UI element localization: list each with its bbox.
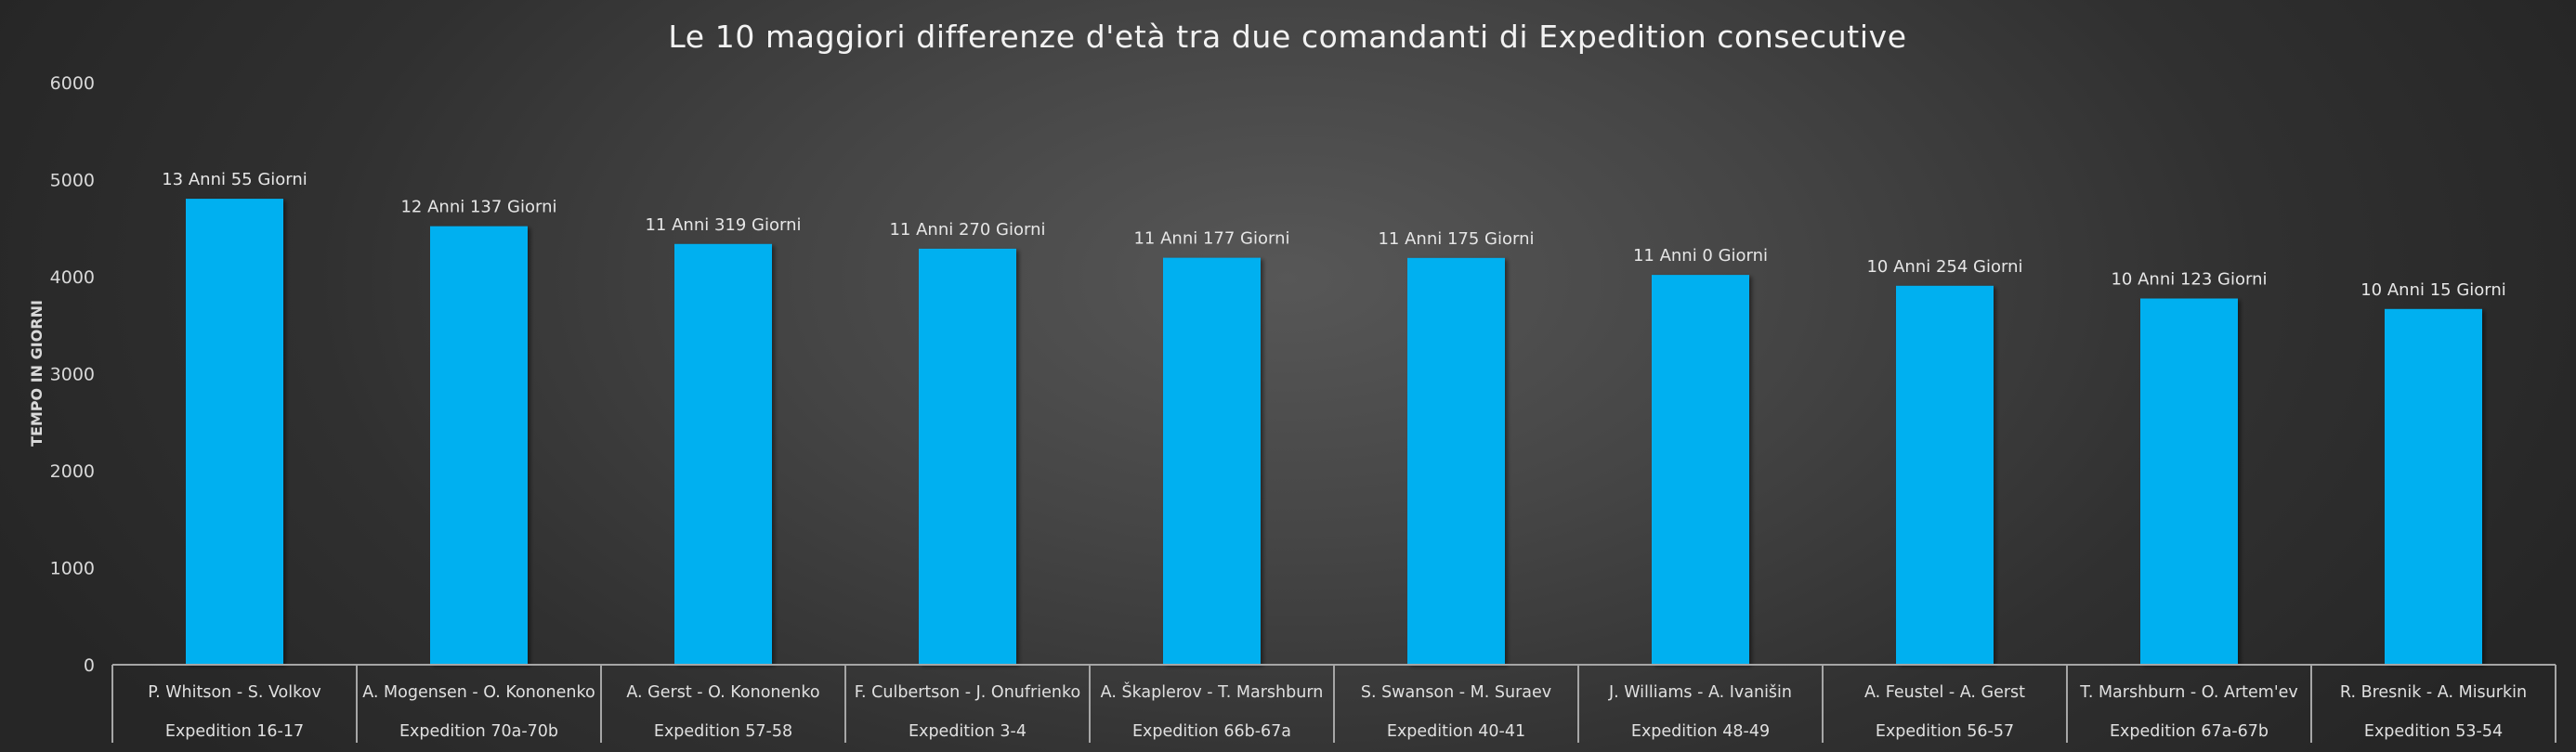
x-tick-label-expedition: Expedition 57-58 <box>654 722 792 741</box>
x-tick-label-expedition: Expedition 16-17 <box>165 722 304 741</box>
bar <box>2140 298 2238 665</box>
x-tick-label-expedition: Expedition 48-49 <box>1631 722 1770 741</box>
x-axis: P. Whitson - S. Volkov Expedition 16-17 A.… <box>111 664 2556 743</box>
data-labels: 13 Anni 55 Giorni 12 Anni 137 Giorni 11 An… <box>162 170 2506 300</box>
x-tick-label-expedition: Expedition 40-41 <box>1387 722 1525 741</box>
data-label: 11 Anni 0 Giorni <box>1633 246 1768 266</box>
x-tick-label-names: A. Mogensen - O. Kononenko <box>362 683 595 702</box>
bar <box>674 243 772 665</box>
x-tick-label-expedition: Expedition 53-54 <box>2364 722 2503 741</box>
y-tick-label: 0 <box>84 655 95 676</box>
bar <box>1163 257 1261 665</box>
x-tick-label-names: R. Bresnik - A. Misurkin <box>2340 683 2527 702</box>
x-tick-label-names: F. Culbertson - J. Onufrienko <box>855 683 1080 702</box>
y-tick-label: 2000 <box>50 461 95 482</box>
y-tick-label: 1000 <box>50 559 95 579</box>
x-tick-label-expedition: Expedition 70a-70b <box>399 722 558 741</box>
data-label: 12 Anni 137 Giorni <box>400 198 556 217</box>
x-tick-label-names: A. Feustel - A. Gerst <box>1864 683 2025 702</box>
x-tick-label-names: T. Marshburn - O. Artem'ev <box>2079 683 2298 702</box>
data-label: 11 Anni 270 Giorni <box>889 220 1045 240</box>
x-tick-label-expedition: Expedition 56-57 <box>1876 722 2014 741</box>
x-tick-label-expedition: Expedition 67a-67b <box>2110 722 2269 741</box>
data-label: 10 Anni 254 Giorni <box>1866 257 2022 277</box>
bar <box>1896 285 1994 665</box>
x-tick-label-names: S. Swanson - M. Suraev <box>1361 683 1551 702</box>
data-label: 13 Anni 55 Giorni <box>162 170 307 189</box>
chart-title: Le 10 maggiori differenze d'età tra due … <box>668 19 1906 55</box>
data-label: 10 Anni 123 Giorni <box>2111 270 2267 290</box>
data-label: 11 Anni 319 Giorni <box>645 215 801 235</box>
y-tick-label: 6000 <box>50 73 95 94</box>
x-tick-label-expedition: Expedition 66b-67a <box>1132 722 1291 741</box>
bars <box>186 199 2482 666</box>
y-tick-label: 4000 <box>50 267 95 288</box>
bar <box>1407 257 1505 665</box>
bar <box>430 226 528 665</box>
x-tick-label-names: P. Whitson - S. Volkov <box>148 683 320 702</box>
bar <box>2385 308 2482 665</box>
data-label: 10 Anni 15 Giorni <box>2360 280 2506 300</box>
x-tick-label-names: A. Gerst - O. Kononenko <box>626 683 819 702</box>
bar <box>1652 275 1749 665</box>
y-axis-title: TEMPO IN GIORNI <box>28 300 46 447</box>
x-tick-label-names: A. Škaplerov - T. Marshburn <box>1101 681 1324 702</box>
x-tick-label-names: J. Williams - A. Ivanišin <box>1608 683 1792 702</box>
y-tick-label: 5000 <box>50 171 95 191</box>
bar <box>919 248 1016 665</box>
y-axis-ticks: 0 1000 2000 3000 4000 5000 6000 <box>50 73 95 676</box>
x-tick-label-expedition: Expedition 3-4 <box>909 722 1026 741</box>
y-tick-label: 3000 <box>50 365 95 385</box>
data-label: 11 Anni 175 Giorni <box>1378 229 1534 249</box>
bar <box>186 199 283 666</box>
data-label: 11 Anni 177 Giorni <box>1133 229 1289 249</box>
